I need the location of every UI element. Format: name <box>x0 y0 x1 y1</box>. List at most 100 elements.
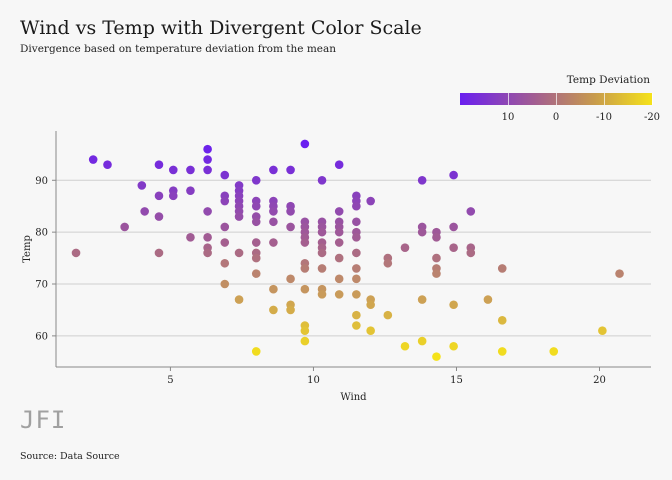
data-point <box>220 238 230 247</box>
data-point <box>417 175 427 185</box>
data-point <box>334 227 344 237</box>
data-point <box>383 310 393 320</box>
x-tick-label: 10 <box>307 375 320 386</box>
data-point <box>251 238 261 247</box>
data-point <box>186 233 195 242</box>
data-point <box>154 160 164 170</box>
data-point <box>449 243 458 253</box>
data-point <box>286 207 295 216</box>
data-point <box>417 295 427 304</box>
data-point <box>71 248 81 258</box>
data-point <box>137 181 147 190</box>
data-point <box>317 290 327 299</box>
legend-tick-label: 10 <box>501 112 515 123</box>
data-point <box>317 227 327 237</box>
legend-tick-label: -20 <box>643 112 661 123</box>
data-point <box>203 207 212 216</box>
data-point <box>220 170 230 180</box>
y-tick-label: 70 <box>35 280 48 291</box>
data-point <box>549 347 559 356</box>
data-point <box>186 186 195 195</box>
data-point <box>334 290 344 299</box>
data-point <box>203 165 212 175</box>
x-tick-label: 5 <box>167 375 173 386</box>
data-point <box>449 341 458 351</box>
data-point <box>383 258 393 268</box>
data-point <box>317 264 327 273</box>
data-point <box>154 248 164 258</box>
data-points <box>71 139 624 361</box>
chart-subtitle: Divergence based on temperature deviatio… <box>20 43 337 55</box>
data-point <box>400 341 410 351</box>
data-point <box>286 165 295 175</box>
data-point <box>140 207 149 216</box>
data-point <box>497 316 507 325</box>
data-point <box>400 243 410 253</box>
data-point <box>203 155 212 164</box>
x-tick-label: 15 <box>450 375 463 386</box>
data-point <box>220 258 230 268</box>
data-point <box>352 248 361 258</box>
data-point <box>352 264 361 273</box>
data-point <box>497 347 507 356</box>
data-point <box>103 160 112 170</box>
data-point <box>251 201 261 211</box>
y-tick-label: 60 <box>35 331 48 342</box>
legend-tick-mark <box>556 93 557 105</box>
data-point <box>352 274 361 284</box>
legend-tick-mark <box>508 93 509 105</box>
data-point <box>220 196 230 206</box>
data-point <box>168 165 178 175</box>
data-point <box>203 144 212 154</box>
data-point <box>269 217 278 227</box>
chart-title: Wind vs Temp with Divergent Color Scale <box>20 17 422 39</box>
source-note: Source: Data Source <box>20 451 120 462</box>
data-point <box>300 284 310 294</box>
data-point <box>269 207 278 216</box>
data-point <box>449 170 458 180</box>
data-point <box>269 238 278 247</box>
data-point <box>269 305 278 315</box>
data-point <box>366 196 375 206</box>
data-point <box>220 279 230 289</box>
data-point <box>366 300 375 310</box>
axis-labels: 5 10 15 20 60 70 80 90 Wind Temp <box>22 176 606 403</box>
data-point <box>300 238 310 247</box>
data-point <box>286 305 295 315</box>
data-point <box>203 233 212 242</box>
data-point <box>432 352 441 361</box>
data-point <box>598 326 607 335</box>
legend-tick-label: -10 <box>595 112 613 123</box>
data-point <box>466 248 476 258</box>
data-point <box>366 326 375 335</box>
data-point <box>203 248 212 258</box>
legend-tick-mark <box>652 93 653 105</box>
data-point <box>317 175 327 185</box>
data-point <box>300 336 310 346</box>
data-point <box>352 201 361 211</box>
data-point <box>417 227 427 237</box>
x-axis-title: Wind <box>340 392 367 403</box>
data-point <box>334 160 344 170</box>
data-point <box>154 212 164 221</box>
data-point <box>234 295 244 304</box>
data-point <box>154 191 164 201</box>
axes <box>52 131 651 371</box>
jfi-logo: JFI <box>20 406 67 434</box>
data-point <box>88 155 98 164</box>
data-point <box>186 165 195 175</box>
data-point <box>300 264 310 273</box>
data-point <box>615 269 624 278</box>
data-point <box>352 321 361 330</box>
data-point <box>300 326 310 335</box>
data-point <box>286 222 295 232</box>
legend-tick-mark <box>604 93 605 105</box>
data-point <box>432 253 441 263</box>
data-point <box>466 207 476 216</box>
data-point <box>483 295 493 304</box>
data-point <box>251 347 261 356</box>
data-point <box>352 233 361 242</box>
data-point <box>432 233 441 242</box>
data-point <box>251 217 261 227</box>
